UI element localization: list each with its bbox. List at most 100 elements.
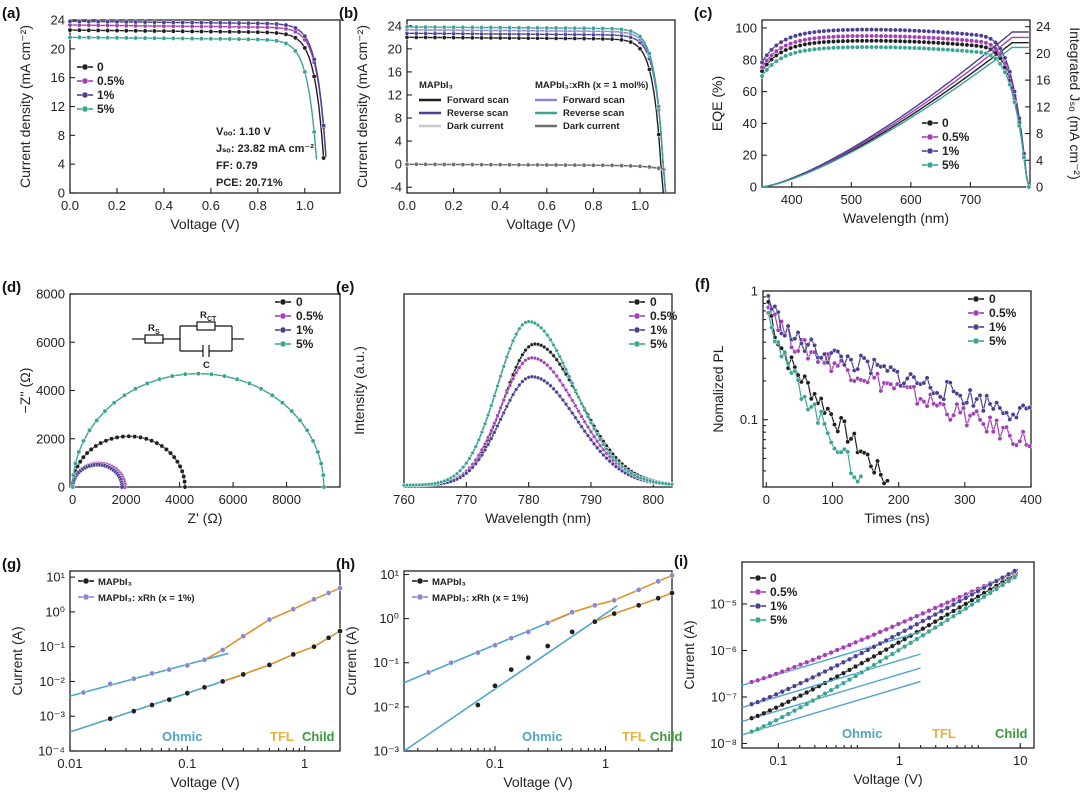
pl-point bbox=[619, 468, 625, 474]
jv-point bbox=[142, 28, 148, 34]
iv-point bbox=[773, 717, 779, 723]
eqe-point bbox=[892, 27, 898, 33]
region-label-tfl: TFL bbox=[932, 726, 956, 741]
legend-label: 0.5% bbox=[296, 309, 324, 323]
jv-point bbox=[76, 27, 82, 33]
eqe-point bbox=[978, 33, 984, 39]
legend-1-marker bbox=[633, 312, 641, 320]
legend-0-marker bbox=[972, 295, 980, 303]
iv-point bbox=[840, 680, 847, 686]
iv-point bbox=[184, 662, 191, 669]
eqe-point bbox=[788, 51, 794, 57]
pl-point bbox=[629, 471, 634, 476]
eqe-point bbox=[878, 44, 884, 50]
iv-point bbox=[80, 689, 87, 696]
nyquist-point bbox=[76, 449, 82, 455]
trpl-point bbox=[765, 293, 771, 299]
pl-point bbox=[542, 378, 547, 383]
pl-point bbox=[538, 325, 544, 330]
trpl-point bbox=[775, 309, 781, 315]
jv-point bbox=[217, 36, 223, 42]
iv-point bbox=[525, 629, 532, 635]
iv-point bbox=[107, 681, 114, 687]
legend-1-marker bbox=[754, 588, 762, 596]
eqe-point bbox=[764, 67, 770, 73]
trpl-point bbox=[888, 364, 894, 370]
nyquist-point bbox=[70, 484, 76, 490]
y-axis-label: Current density (mA cm⁻²) bbox=[17, 25, 33, 188]
pl-point bbox=[610, 461, 615, 467]
eqe-point bbox=[945, 47, 951, 53]
eqe-point bbox=[864, 33, 870, 39]
trpl-point bbox=[875, 371, 880, 377]
y-axis-label: EQE (%) bbox=[709, 76, 725, 131]
iv-point bbox=[834, 662, 840, 669]
eqe-point bbox=[954, 30, 960, 36]
eqe-point bbox=[873, 44, 879, 50]
eqe-point bbox=[773, 53, 779, 58]
eqe-point bbox=[973, 32, 979, 38]
eqe-point bbox=[878, 33, 884, 39]
nyquist-point bbox=[315, 449, 321, 455]
legend-label: Dark current bbox=[447, 121, 504, 132]
nyquist-point bbox=[70, 472, 76, 478]
nyquist-point bbox=[289, 408, 295, 414]
eqe-point bbox=[954, 47, 960, 53]
iv-point bbox=[611, 610, 618, 617]
jv-point bbox=[199, 20, 204, 26]
iv-point bbox=[908, 616, 914, 622]
jv-point bbox=[441, 162, 447, 167]
jv-point bbox=[311, 56, 317, 62]
nyquist-point bbox=[182, 371, 188, 377]
iv-point bbox=[938, 621, 944, 627]
pl-point bbox=[585, 424, 591, 430]
x-axis-label: Voltage (V) bbox=[853, 771, 922, 787]
iv-point bbox=[828, 649, 834, 656]
iv-point bbox=[184, 690, 191, 697]
pl-point bbox=[476, 457, 481, 462]
eqe-point bbox=[792, 39, 798, 45]
trpl-point bbox=[835, 363, 841, 369]
jv-point bbox=[208, 29, 214, 35]
pl-point bbox=[607, 459, 612, 464]
trpl-point bbox=[1027, 405, 1033, 411]
legend-label: Reverse scan bbox=[563, 108, 624, 119]
iv-point bbox=[846, 667, 853, 673]
x-axis-label: Wavelength (nm) bbox=[843, 210, 949, 226]
y-tick-label: 20 bbox=[51, 41, 65, 56]
legend-label: 0 bbox=[989, 292, 996, 306]
jv-point bbox=[199, 36, 204, 42]
trpl-point bbox=[871, 375, 877, 381]
y-tick-label: 0 bbox=[750, 180, 757, 195]
eqe-point bbox=[831, 45, 836, 51]
trpl-point bbox=[851, 474, 857, 480]
nyquist-point bbox=[94, 417, 100, 423]
x-tick-label: 400 bbox=[781, 192, 803, 207]
jv-point bbox=[563, 162, 568, 168]
jv-point bbox=[274, 21, 280, 27]
trpl-point bbox=[765, 310, 771, 316]
jv-point bbox=[637, 163, 643, 169]
eqe-point bbox=[950, 47, 956, 53]
eqe-point bbox=[821, 34, 827, 40]
legend-label: 5% bbox=[989, 334, 1007, 348]
pl-point bbox=[479, 429, 485, 435]
pl-point bbox=[576, 409, 581, 414]
iv-point bbox=[669, 572, 675, 579]
eqe-point bbox=[764, 52, 770, 58]
x-tick-label: 2000 bbox=[112, 492, 141, 507]
trpl-point bbox=[785, 323, 791, 329]
pl-point bbox=[557, 354, 562, 359]
iv-point bbox=[107, 715, 114, 722]
legend-2-marker bbox=[926, 147, 934, 155]
eqe-point bbox=[935, 35, 941, 41]
trpl-point bbox=[901, 380, 907, 386]
eqe-point bbox=[926, 28, 932, 34]
jv-point bbox=[404, 161, 410, 167]
jv-point bbox=[581, 36, 587, 41]
eqe-point bbox=[892, 44, 898, 50]
trpl-point bbox=[957, 393, 963, 399]
trpl-point bbox=[795, 348, 801, 354]
y-tick-label: 2000 bbox=[36, 431, 65, 446]
iv-point bbox=[877, 658, 883, 665]
